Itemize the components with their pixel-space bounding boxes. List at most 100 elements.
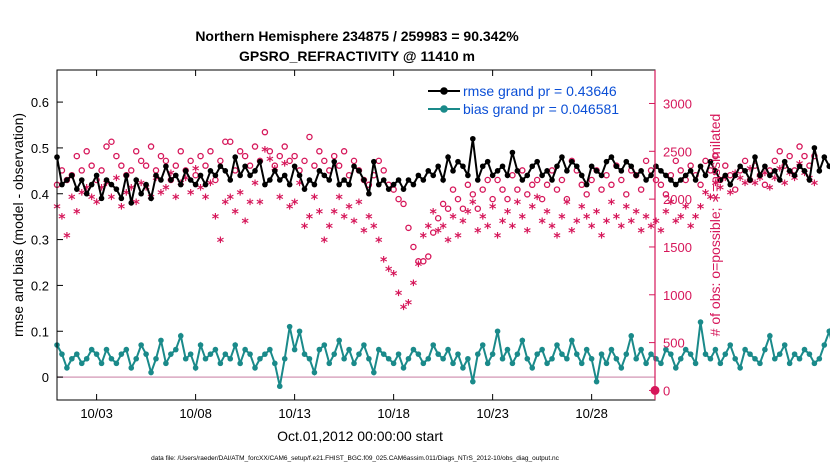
obs-possible-point <box>98 167 105 174</box>
obs-assimilated-point: * <box>504 206 512 222</box>
bias-point <box>64 365 70 371</box>
rmse-point <box>232 154 239 160</box>
obs-possible-point <box>761 181 769 189</box>
obs-assimilated-point: * <box>459 216 467 232</box>
bias-point <box>93 351 100 357</box>
bias-point <box>197 342 204 348</box>
bias-point <box>618 365 625 371</box>
bias-point <box>544 360 550 367</box>
obs-assimilated-point: * <box>514 197 522 213</box>
rmse-point <box>668 177 674 183</box>
y-tick-label-left: 0 <box>42 370 49 385</box>
rmse-point <box>544 168 550 174</box>
obs-possible-point <box>137 157 145 165</box>
rmse-point <box>420 177 427 183</box>
obs-assimilated-point: * <box>73 206 81 222</box>
obs-assimilated-point: * <box>633 206 641 222</box>
rmse-point <box>549 177 555 183</box>
rmse-point <box>470 135 476 142</box>
bias-point <box>534 351 540 357</box>
y-tick-label-left: 0.4 <box>31 187 49 202</box>
obs-possible-point <box>741 157 749 165</box>
obs-possible-point <box>142 162 150 169</box>
bias-point <box>494 328 501 335</box>
bias-point <box>153 355 159 362</box>
bias-point <box>747 351 753 357</box>
rmse-point <box>138 190 144 197</box>
rmse-point <box>78 177 85 183</box>
rmse-point <box>618 168 625 174</box>
obs-assimilated-point: * <box>548 221 556 237</box>
bias-point <box>762 346 768 353</box>
obs-assimilated-point: * <box>137 178 145 194</box>
rmse-point <box>821 154 828 160</box>
x-tick-label: 10/13 <box>278 406 311 421</box>
bias-point <box>608 346 615 353</box>
obs-assimilated-point: * <box>741 178 749 194</box>
obs-possible-point <box>454 195 462 203</box>
obs-assimilated-point: * <box>543 206 551 222</box>
bias-point <box>128 365 135 371</box>
obs-possible-point <box>524 191 531 198</box>
obs-assimilated-point: * <box>360 226 368 242</box>
obs-assimilated-point: * <box>454 230 462 246</box>
bias-point <box>638 346 644 353</box>
obs-assimilated-point: * <box>133 197 141 213</box>
bias-point <box>361 342 367 348</box>
obs-assimilated-point: * <box>578 202 586 218</box>
bias-point <box>564 355 570 362</box>
obs-assimilated-point: * <box>524 226 532 242</box>
rmse-point <box>173 172 179 179</box>
obs-assimilated-point: * <box>637 226 645 242</box>
bias-point <box>648 351 654 357</box>
rmse-point <box>737 163 743 170</box>
legend-rmse-marker <box>440 87 448 95</box>
bias-point <box>826 328 830 335</box>
obs-assimilated-point: * <box>316 206 324 222</box>
rmse-point <box>346 181 352 188</box>
obs-assimilated-point: * <box>276 192 284 208</box>
rmse-point <box>722 172 729 179</box>
obs-assimilated-point: * <box>667 197 675 213</box>
obs-possible-point <box>335 162 343 169</box>
obs-assimilated-point: * <box>103 178 111 194</box>
bias-point <box>514 351 521 357</box>
obs-assimilated-point: * <box>246 197 254 213</box>
obs-assimilated-point: * <box>558 211 566 227</box>
bias-point <box>182 355 189 362</box>
rmse-point <box>242 163 248 170</box>
bias-point <box>479 342 486 348</box>
obs-assimilated-point: * <box>692 211 700 227</box>
bias-point <box>727 342 734 348</box>
rmse-point <box>623 158 630 165</box>
obs-assimilated-point: * <box>761 168 769 184</box>
bias-point <box>752 355 758 362</box>
obs-assimilated-point: * <box>484 221 492 237</box>
bias-point <box>212 346 219 353</box>
obs-assimilated-point: * <box>494 230 502 246</box>
obs-assimilated-point: * <box>118 202 126 218</box>
rmse-point <box>262 181 268 188</box>
obs-assimilated-point: * <box>662 206 670 222</box>
obs-assimilated-point: * <box>657 226 665 242</box>
legend-box <box>424 80 648 122</box>
rmse-point <box>450 168 456 174</box>
rmse-point <box>153 172 159 179</box>
rmse-point <box>64 177 70 183</box>
bias-point <box>237 360 243 367</box>
obs-possible-point <box>528 181 536 189</box>
obs-possible-point <box>558 176 566 184</box>
obs-assimilated-point: * <box>78 187 86 203</box>
bias-point <box>668 351 674 357</box>
rmse-point <box>415 172 422 179</box>
obs-assimilated-point: * <box>355 197 363 213</box>
obs-assimilated-point: * <box>811 178 819 194</box>
obs-assimilated-point: * <box>83 183 91 199</box>
obs-assimilated-point: * <box>420 230 428 246</box>
bias-point <box>806 351 813 357</box>
obs-possible-point <box>677 167 684 174</box>
obs-possible-point <box>439 200 447 208</box>
rmse-point <box>366 190 372 197</box>
rmse-point <box>519 177 526 183</box>
x-tick-label: 10/18 <box>377 406 410 421</box>
